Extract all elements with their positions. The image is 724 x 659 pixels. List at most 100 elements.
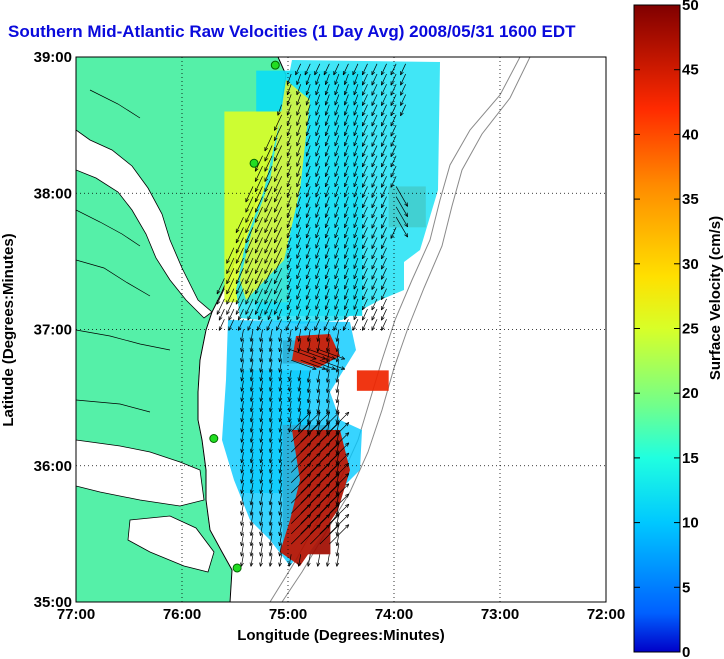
longitude-axis: 77:00 76:00 75:00 74:00 73:00 72:00	[57, 606, 625, 623]
lat-tick-label: 38:00	[34, 185, 72, 202]
vector-arrow	[249, 523, 254, 536]
vector-arrow	[361, 227, 368, 239]
vector-arrow	[381, 186, 387, 198]
vector-arrow	[334, 135, 340, 147]
vector-arrow	[371, 73, 378, 86]
vector-arrow	[310, 524, 331, 545]
vector-arrow	[226, 298, 235, 315]
vector-arrow	[361, 186, 368, 198]
vector-arrow	[274, 196, 282, 213]
vector-arrow	[343, 186, 349, 198]
vector-arrow	[258, 308, 263, 321]
vector-arrow	[371, 135, 378, 147]
vector-arrow	[353, 176, 359, 188]
vector-arrow	[305, 145, 311, 157]
radar-site-marker	[232, 563, 242, 573]
vector-arrow	[240, 370, 245, 382]
vector-arrow	[319, 432, 340, 453]
vector-arrow	[325, 370, 330, 383]
vector-arrow	[314, 63, 321, 76]
vector-arrow	[335, 360, 340, 373]
vector-arrow	[216, 288, 225, 305]
vector-arrow	[254, 196, 263, 213]
vector-arrow	[319, 473, 340, 494]
vector-arrow	[310, 514, 331, 535]
vector-arrow	[259, 411, 264, 423]
vector-arrow	[268, 513, 273, 526]
vector-arrow	[390, 135, 397, 147]
vector-arrow	[254, 227, 263, 244]
vector-arrow	[300, 359, 327, 370]
vector-arrow	[343, 247, 349, 259]
vector-arrow	[266, 319, 273, 331]
radar-site-marker	[270, 60, 280, 70]
vector-arrow	[245, 247, 254, 264]
vector-arrow	[268, 462, 273, 474]
vector-arrow	[343, 135, 349, 147]
vector-arrow	[329, 493, 350, 514]
colorbar-tick-label: 45	[682, 62, 699, 79]
vector-arrow	[315, 196, 321, 208]
vector-arrow	[352, 63, 359, 76]
vector-arrow	[249, 360, 254, 373]
vector-arrow	[335, 380, 340, 393]
vector-arrow	[381, 216, 387, 229]
vector-arrow	[300, 452, 321, 473]
vector-arrow	[249, 492, 254, 506]
vector-arrow	[296, 196, 302, 208]
vector-arrow	[249, 554, 254, 567]
vector-arrow	[361, 216, 368, 229]
vector-arrow	[381, 73, 387, 86]
vector-arrow	[259, 492, 263, 506]
vector-arrow	[353, 104, 359, 116]
vector-arrow	[371, 186, 378, 198]
vector-arrow	[329, 473, 350, 494]
vector-arrow	[361, 237, 368, 249]
vector-arrow	[287, 339, 292, 353]
vector-arrow	[259, 503, 263, 516]
vector-arrow	[254, 278, 263, 295]
vector-arrow	[325, 380, 330, 393]
vector-arrow	[245, 186, 254, 203]
vector-arrow	[286, 206, 292, 218]
vector-arrow	[259, 349, 263, 363]
vector-arrow	[240, 339, 244, 353]
vector-arrow	[235, 227, 244, 244]
colorbar-label: Surface Velocity (cm/s)	[707, 216, 724, 380]
vector-arrow	[305, 73, 311, 85]
vector-arrow	[381, 247, 387, 260]
vector-arrow	[274, 145, 282, 162]
colorbar-tick-label: 35	[682, 191, 699, 208]
vector-arrow	[264, 288, 273, 305]
vector-arrow	[287, 554, 292, 567]
vector-arrow	[353, 165, 359, 177]
vector-arrow	[305, 165, 311, 177]
vector-arrow	[361, 94, 368, 106]
vector-arrow	[395, 216, 409, 238]
vector-arrow	[353, 268, 359, 280]
vector-arrow	[400, 94, 406, 106]
vector-arrow	[400, 73, 406, 86]
vector-arrow	[343, 278, 349, 290]
vector-arrow	[315, 145, 321, 157]
vector-arrow	[334, 94, 340, 106]
vector-arrow	[329, 503, 350, 524]
vector-arrow	[305, 206, 311, 218]
vector-arrow	[329, 452, 350, 473]
vector-arrow	[390, 63, 397, 76]
vector-arrow	[324, 165, 330, 177]
vector-arrow	[343, 216, 349, 229]
vector-arrow	[249, 472, 254, 484]
vector-arrow	[296, 278, 302, 290]
vector-arrow	[290, 462, 312, 484]
vector-arrow	[371, 298, 378, 311]
y-axis-label: Latitude (Degrees:Minutes)	[0, 233, 17, 426]
vector-arrow	[323, 319, 330, 331]
vector-arrow	[278, 349, 282, 363]
vector-arrow	[278, 503, 282, 516]
vector-arrow	[390, 165, 397, 178]
vector-arrow	[290, 514, 312, 535]
vector-arrow	[274, 186, 282, 203]
vector-arrow	[316, 554, 321, 567]
vector-arrow	[264, 206, 273, 223]
